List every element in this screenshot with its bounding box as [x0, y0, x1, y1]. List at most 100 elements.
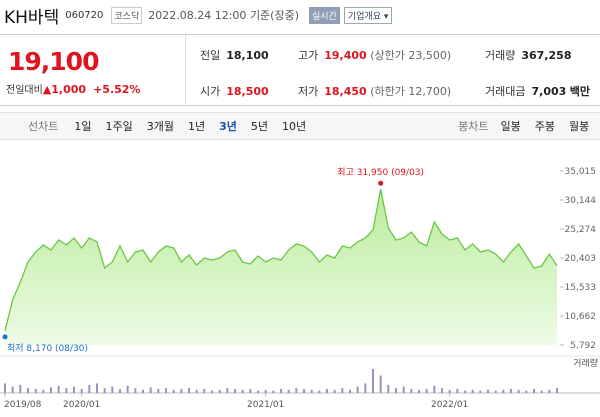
x-tick-label: 2019/08	[4, 400, 42, 410]
stat-value: 18,450	[324, 85, 367, 98]
stat-label: 거래량	[485, 49, 516, 62]
tab[interactable]: 1일	[74, 120, 92, 133]
stock-name: KH바텍	[4, 7, 60, 28]
stat-value: 7,003	[531, 85, 567, 98]
tab[interactable]: 일봉	[500, 120, 521, 133]
candle-tabs: 일봉 주봉 월봉	[501, 118, 600, 134]
tab[interactable]: 10년	[282, 120, 307, 133]
volume-bar	[525, 390, 528, 393]
stat-label: 전일	[200, 49, 221, 62]
stat-note: (상한가 23,500)	[370, 49, 452, 62]
annotation: 최저 8,170 (08/30)	[7, 343, 88, 354]
volume-bar	[471, 389, 474, 393]
volume-bar	[257, 390, 259, 393]
volume-bar	[494, 390, 497, 393]
tab-group-label: 봉차트	[458, 120, 489, 133]
volume-bar	[134, 388, 137, 393]
volume-bar	[57, 385, 60, 393]
volume-bar	[126, 385, 129, 393]
price-panel: 19,100 전일대비▲1,000 +5.52%	[0, 35, 186, 105]
tab[interactable]: 3개월	[146, 120, 174, 133]
stat: 거래량 367,258	[485, 47, 571, 63]
volume-bar	[341, 388, 344, 393]
header: KH바텍 060720 코스닥 2022.08.24 12:00 기준(장중) …	[0, 0, 600, 30]
volume-bar	[433, 385, 436, 393]
volume-bar	[318, 390, 321, 393]
volume-bar	[34, 389, 37, 393]
stat-note: (하한가 12,700)	[370, 85, 452, 98]
y-tick-label: 5,792	[570, 341, 596, 351]
volume-bar	[111, 386, 114, 393]
volume-bar	[356, 386, 359, 393]
y-tick-label: 15,533	[565, 283, 597, 293]
volume-bar	[395, 388, 397, 393]
stat: 저가 18,450 (하한가 12,700)	[298, 83, 451, 99]
stat: 전일 18,100	[200, 47, 269, 63]
volume-bar	[264, 389, 267, 393]
stat-value: 18,500	[226, 85, 269, 98]
volume-bar	[211, 390, 213, 393]
volume-bar	[456, 389, 459, 393]
stock-code: 060720	[65, 9, 104, 21]
stat-value: 19,400	[324, 49, 367, 62]
volume-bar	[548, 389, 551, 393]
volume-bar	[448, 389, 451, 393]
volume-bar	[50, 387, 52, 393]
tab[interactable]: 1년	[188, 120, 206, 133]
realtime-button[interactable]: 실시간	[309, 6, 340, 24]
volume-bar	[387, 385, 390, 393]
volume-bar	[234, 389, 236, 393]
price-area	[5, 189, 557, 345]
tab-group-label: 선차트	[28, 120, 59, 133]
x-tick-label: 2021/01	[247, 400, 284, 410]
volume-bar	[172, 389, 175, 393]
period-tabs: 1일 1주일 3개월 1년 3년 5년 10년	[74, 118, 320, 134]
volume-bar	[65, 388, 68, 393]
change: 1,000	[51, 83, 87, 96]
volume-bar	[11, 386, 14, 393]
volume-bar	[425, 389, 428, 393]
stat-unit: 백만	[569, 85, 591, 98]
datetime: 2022.08.24 12:00	[148, 8, 247, 22]
company-info-button[interactable]: 기업개요 ▾	[343, 6, 393, 24]
annotation: 최고 31,950 (09/03)	[337, 167, 424, 178]
volume-bar	[119, 389, 121, 393]
y-tick-label: 25,274	[565, 225, 597, 235]
volume-bar	[402, 386, 405, 393]
volume-bar	[188, 388, 190, 393]
volume-bar	[19, 385, 22, 393]
tab[interactable]: 5년	[250, 120, 269, 133]
volume-bar	[203, 389, 206, 393]
x-tick-label: 2022/01	[431, 400, 468, 410]
volume-bar	[510, 389, 512, 393]
volume-label: 거래량	[573, 357, 598, 369]
volume-bar	[372, 369, 374, 393]
volume-bar	[241, 389, 244, 393]
volume-bar	[103, 388, 106, 393]
volume-bar	[418, 389, 420, 393]
volume-bar	[142, 389, 144, 393]
stat: 시가 18,500	[200, 83, 269, 99]
market-badge: 코스닥	[111, 6, 143, 24]
tab[interactable]: 3년	[219, 120, 237, 133]
y-tick-label: 30,144	[565, 196, 597, 206]
volume-bar	[42, 389, 45, 393]
volume-bar	[487, 389, 489, 393]
volume-bar	[4, 383, 6, 393]
stat-label: 거래대금	[485, 85, 526, 98]
change-label: 전일대비	[6, 85, 43, 96]
stat-label: 고가	[298, 49, 319, 62]
stat: 거래대금 7,003 백만	[485, 83, 590, 99]
current-price: 19,100	[8, 47, 99, 76]
y-tick-label: 10,662	[565, 312, 597, 322]
tab[interactable]: 월봉	[569, 120, 590, 133]
volume-bar	[479, 390, 482, 393]
volume-bar	[73, 386, 75, 393]
tab[interactable]: 1주일	[105, 120, 133, 133]
tab[interactable]: 주봉	[534, 120, 556, 133]
volume-bar	[80, 389, 83, 393]
price-line	[4, 189, 558, 331]
volume-bar	[333, 389, 336, 393]
